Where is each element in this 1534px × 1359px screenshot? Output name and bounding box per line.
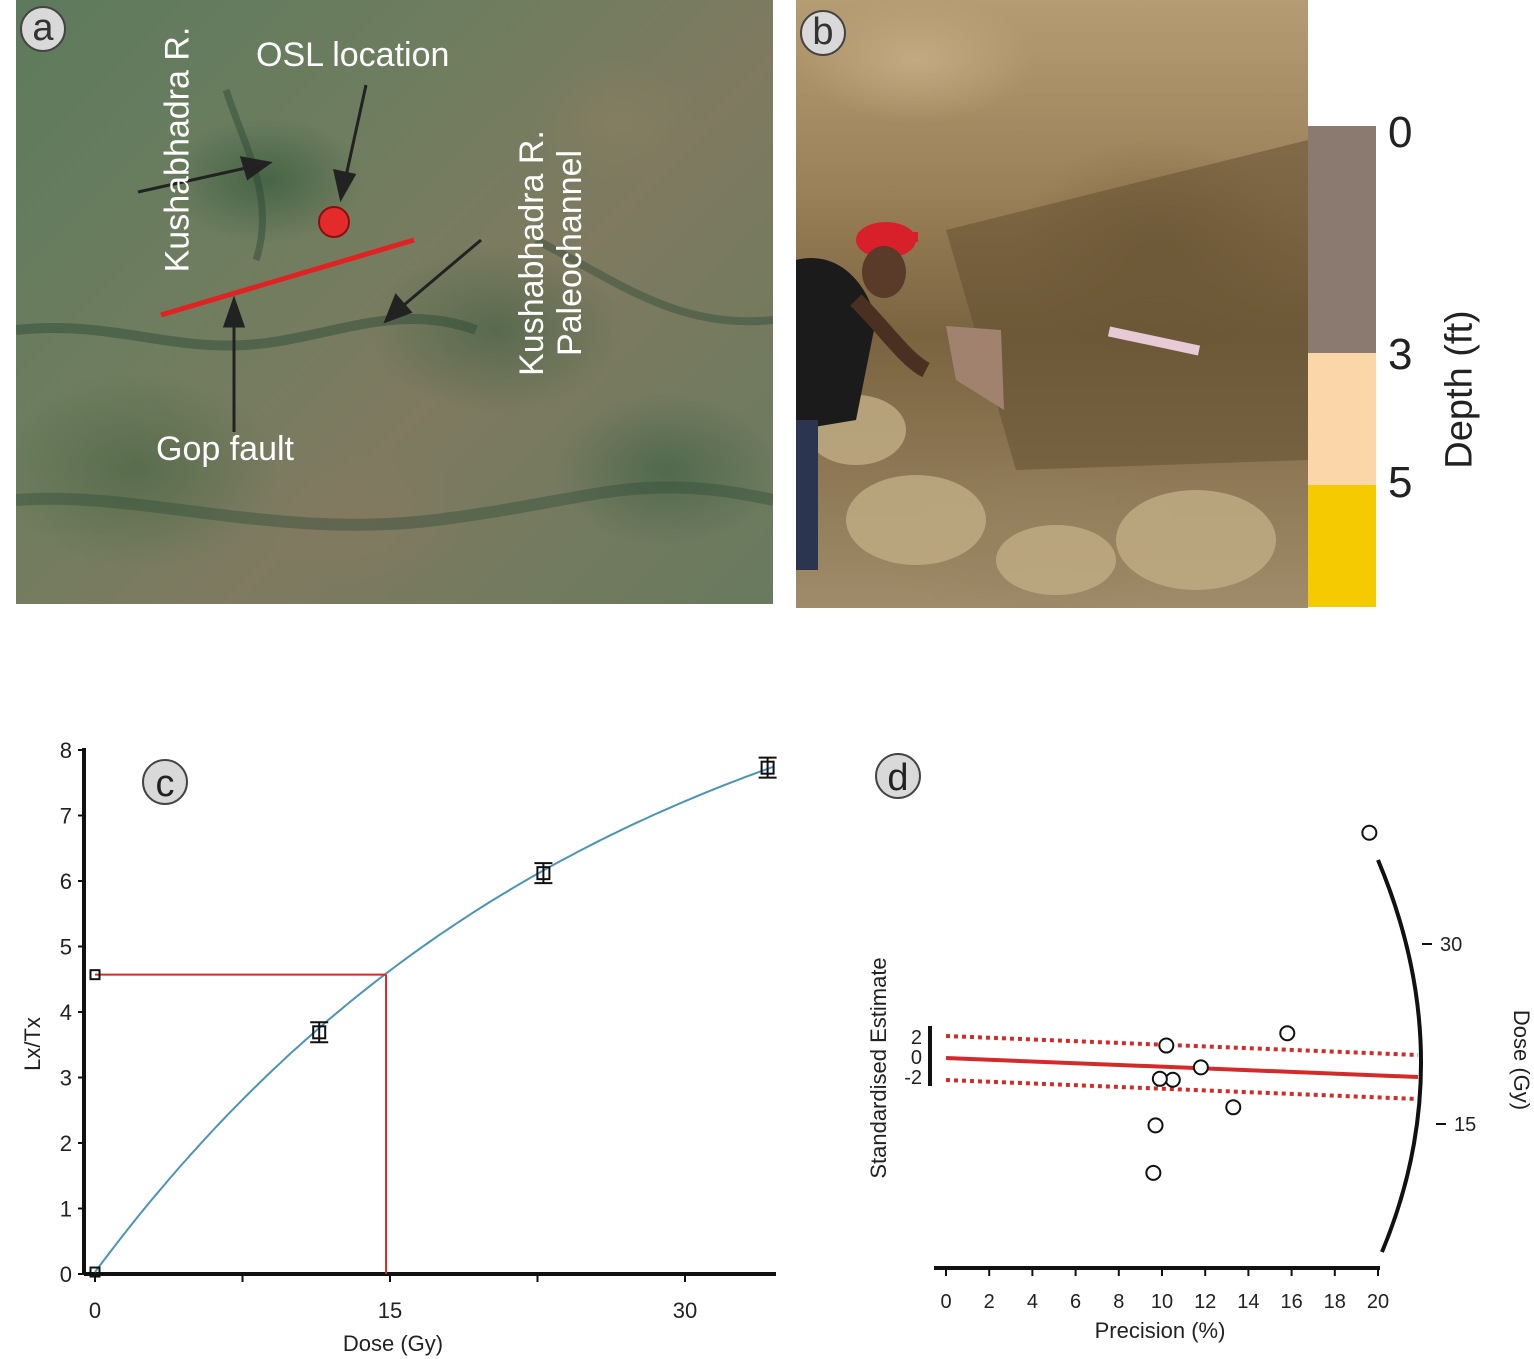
panel-label-c-text: c	[156, 763, 175, 805]
panel-label-d: d	[875, 753, 921, 799]
radial-data-point	[1158, 1037, 1175, 1054]
panel-label-c: c	[142, 759, 188, 805]
data-point-marker	[312, 1025, 327, 1040]
osl-location-label: OSL location	[256, 36, 450, 74]
depth-layer-5-plus	[1308, 485, 1376, 607]
radial-data-point	[1361, 824, 1378, 841]
depth-layer-3-5	[1308, 353, 1376, 485]
data-point-marker	[89, 969, 101, 981]
radial-data-point	[1192, 1059, 1209, 1076]
precision-tick-label: 12	[1194, 1291, 1216, 1313]
panel-label-a: a	[20, 6, 66, 52]
x-tick-label: 0	[89, 1298, 101, 1323]
person-figure	[796, 222, 1004, 570]
precision-tick-label: 20	[1367, 1291, 1389, 1313]
annotation-arrows	[137, 84, 482, 432]
confidence-band-upper	[945, 1034, 1419, 1057]
depth-tick-3: 3	[1388, 330, 1413, 379]
std-estimate-tick-label: -2	[904, 1067, 922, 1089]
x-tick-label: 30	[673, 1298, 697, 1323]
data-point-1	[89, 969, 101, 981]
data-point-3	[534, 862, 553, 885]
radial-data-point	[1225, 1099, 1242, 1116]
data-point-marker	[536, 866, 551, 881]
trench-photo-panel: b	[796, 0, 1308, 608]
gop-fault-line	[160, 237, 415, 318]
y-tick-label: 2	[60, 1131, 72, 1156]
depth-tick-0: 0	[1388, 108, 1413, 157]
dose-radial-arc	[1376, 859, 1424, 1253]
radial-data-point	[1147, 1117, 1164, 1134]
paleochannel-label-line2: Paleochannel	[551, 149, 589, 357]
satellite-image-panel: a OSL location Kushabhadra R. Kushabhadr…	[16, 0, 773, 604]
precision-tick-label: 10	[1151, 1291, 1173, 1313]
data-point-0	[89, 1266, 101, 1278]
y-tick-label: 4	[60, 1000, 72, 1025]
std-estimate-tick-label: 2	[911, 1027, 922, 1049]
central-value-line	[945, 1056, 1419, 1079]
satellite-overlay	[16, 84, 773, 531]
precision-tick-label: 14	[1237, 1291, 1259, 1313]
data-point-marker	[89, 1266, 101, 1278]
radial-data-point	[1145, 1164, 1162, 1181]
dose-tick-label: 15	[1454, 1114, 1476, 1136]
panel-label-d-text: d	[887, 757, 908, 799]
data-point-4	[758, 756, 777, 779]
precision-tick-label: 0	[940, 1291, 951, 1313]
precision-tick-label: 16	[1280, 1291, 1302, 1313]
radial-data-point	[1279, 1025, 1296, 1042]
precision-tick-label: 4	[1027, 1291, 1038, 1313]
precision-axis-label: Precision (%)	[1095, 1318, 1226, 1343]
fit-curve	[94, 765, 774, 1273]
precision-tick-label: 6	[1070, 1291, 1081, 1313]
gop-fault-label: Gop fault	[156, 430, 294, 468]
depth-axis-label-wrap: Depth (ft)	[1439, 290, 1481, 468]
panel-label-c-circle	[142, 759, 188, 805]
data-point-2	[310, 1021, 329, 1044]
depth-axis-label: Depth (ft)	[1438, 310, 1481, 469]
paleochannel-label-line1: Kushabhadra R.	[513, 130, 551, 376]
y-tick-label: 6	[60, 869, 72, 894]
depth-layer-0-3	[1308, 126, 1376, 353]
y-axis-label: Lx/Tx	[20, 1017, 45, 1071]
paleochannel-label: Kushabhadra R. Paleochannel	[513, 100, 596, 380]
std-estimate-tick-label: 0	[911, 1047, 922, 1069]
y-tick-label: 8	[60, 738, 72, 763]
y-tick-label: 0	[60, 1262, 72, 1287]
precision-tick-label: 2	[984, 1291, 995, 1313]
precision-tick-label: 18	[1324, 1291, 1346, 1313]
radial-data-point	[1151, 1070, 1168, 1087]
osl-location-marker	[318, 206, 350, 238]
dose-response-chart: c 0 1 2 3 4 5 6 7 8 0 15 30 Dose (Gy) Lx/Tx	[20, 738, 777, 1356]
data-point-marker	[760, 760, 775, 775]
kushabhadra-river-label: Kushabhadra R.	[158, 0, 198, 310]
trench-photo-illustration	[796, 140, 1308, 595]
confidence-band-lower	[945, 1078, 1419, 1101]
y-tick-label: 7	[60, 804, 72, 829]
y-tick-label: 3	[60, 1066, 72, 1091]
radial-data-point	[1164, 1071, 1181, 1088]
y-tick-label: 1	[60, 1197, 72, 1222]
kushabhadra-river-text: Kushabhadra R.	[158, 26, 197, 273]
dose-axis-label: Dose (Gy)	[1509, 1010, 1534, 1110]
x-tick-label: 15	[378, 1298, 402, 1323]
precision-tick-label: 8	[1113, 1291, 1124, 1313]
panel-label-b: b	[800, 10, 846, 56]
x-axis-label: Dose (Gy)	[343, 1331, 443, 1356]
std-estimate-axis-label: Standardised Estimate	[866, 957, 891, 1178]
dose-tick-label: 30	[1440, 934, 1462, 956]
depth-tick-5: 5	[1388, 458, 1413, 507]
panel-label-d-circle	[875, 753, 921, 799]
y-tick-label: 5	[60, 935, 72, 960]
